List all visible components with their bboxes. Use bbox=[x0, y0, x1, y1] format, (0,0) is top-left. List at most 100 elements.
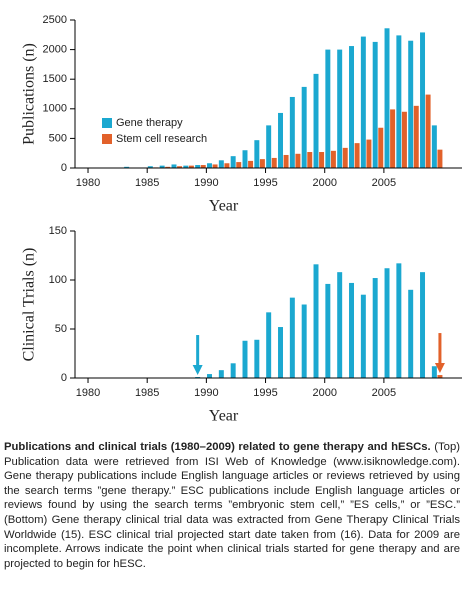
bar bbox=[183, 165, 189, 168]
bar bbox=[349, 46, 355, 168]
bar bbox=[431, 366, 437, 378]
bar bbox=[254, 339, 260, 378]
bar bbox=[301, 304, 307, 378]
bar bbox=[188, 165, 194, 168]
x-tick-label: 2000 bbox=[312, 177, 336, 189]
y-tick-label: 2000 bbox=[43, 44, 67, 56]
bar bbox=[124, 166, 130, 168]
bar bbox=[325, 49, 331, 168]
bar bbox=[271, 157, 277, 168]
bar bbox=[283, 154, 289, 168]
bar bbox=[396, 263, 402, 378]
bar bbox=[200, 165, 206, 168]
bar bbox=[413, 105, 419, 168]
bar bbox=[254, 140, 260, 168]
bar bbox=[330, 150, 336, 168]
x-axis-title: Year bbox=[209, 198, 239, 215]
legend-swatch bbox=[102, 118, 112, 128]
bar bbox=[437, 149, 443, 168]
bar bbox=[384, 28, 390, 169]
x-tick-label: 1990 bbox=[194, 387, 218, 399]
bar bbox=[230, 363, 236, 378]
bar bbox=[159, 165, 165, 168]
bar bbox=[224, 163, 230, 168]
bar bbox=[325, 283, 331, 378]
x-tick-label: 1985 bbox=[135, 387, 159, 399]
bar bbox=[431, 125, 437, 168]
caption-body: (Top) Publication data were retrieved fr… bbox=[4, 441, 460, 570]
x-tick-label: 1985 bbox=[135, 177, 159, 189]
bar bbox=[337, 49, 343, 168]
bar bbox=[278, 112, 283, 168]
arrow-head bbox=[434, 363, 445, 374]
y-axis-title: Clinical Trials (n) bbox=[21, 248, 38, 362]
caption-title: Publications and clinical trials (1980–2… bbox=[4, 441, 431, 453]
x-axis-title: Year bbox=[209, 408, 239, 425]
bar bbox=[218, 160, 224, 168]
bar bbox=[360, 294, 366, 378]
y-tick-label: 100 bbox=[49, 274, 67, 286]
bar bbox=[212, 164, 218, 168]
legend-swatch bbox=[102, 134, 112, 144]
bar bbox=[171, 164, 177, 168]
caption: Publications and clinical trials (1980–2… bbox=[4, 440, 460, 571]
bar bbox=[342, 147, 348, 168]
bar bbox=[354, 143, 360, 168]
bar bbox=[390, 109, 396, 168]
bar bbox=[295, 153, 301, 168]
x-tick-label: 1995 bbox=[253, 177, 277, 189]
bar bbox=[147, 166, 153, 168]
bar bbox=[207, 163, 212, 168]
bar bbox=[378, 127, 384, 168]
x-tick-label: 1990 bbox=[194, 177, 218, 189]
y-axis-title: Publications (n) bbox=[21, 43, 38, 145]
bar bbox=[360, 36, 366, 168]
bar bbox=[384, 268, 390, 378]
x-tick-label: 2005 bbox=[372, 387, 396, 399]
bar bbox=[230, 156, 236, 168]
bar bbox=[242, 340, 248, 378]
y-tick-label: 1500 bbox=[43, 73, 67, 85]
bar bbox=[349, 282, 355, 378]
bar bbox=[177, 166, 183, 168]
y-tick-label: 2500 bbox=[43, 14, 67, 26]
bar bbox=[396, 35, 402, 168]
x-tick-label: 2000 bbox=[312, 387, 336, 399]
bar bbox=[372, 278, 378, 378]
y-tick-label: 500 bbox=[49, 132, 67, 144]
bar bbox=[259, 159, 265, 168]
y-tick-label: 0 bbox=[61, 162, 67, 174]
bar bbox=[218, 370, 224, 378]
bar bbox=[408, 40, 414, 168]
bar bbox=[437, 375, 443, 378]
y-tick-label: 0 bbox=[61, 372, 67, 384]
bar bbox=[313, 73, 319, 168]
bar bbox=[313, 264, 319, 378]
bar bbox=[289, 297, 295, 378]
y-tick-label: 150 bbox=[49, 225, 67, 237]
bar bbox=[372, 41, 378, 168]
arrow-head bbox=[192, 365, 203, 376]
y-tick-label: 50 bbox=[55, 323, 67, 335]
legend-label: Gene therapy bbox=[116, 117, 183, 129]
bar bbox=[236, 162, 242, 168]
bar bbox=[401, 111, 407, 168]
bar bbox=[337, 272, 343, 378]
bar bbox=[278, 327, 283, 378]
bar bbox=[425, 94, 431, 168]
bar bbox=[420, 32, 426, 168]
bar bbox=[319, 152, 325, 168]
bar bbox=[195, 165, 201, 168]
bar bbox=[242, 150, 248, 168]
bar bbox=[420, 272, 426, 378]
legend-label: Stem cell research bbox=[116, 133, 207, 145]
bar bbox=[248, 160, 254, 168]
bar bbox=[165, 166, 171, 168]
bar bbox=[301, 86, 307, 168]
bar bbox=[366, 139, 372, 168]
bar bbox=[408, 289, 414, 378]
bar bbox=[266, 125, 272, 168]
x-tick-label: 1980 bbox=[76, 387, 100, 399]
